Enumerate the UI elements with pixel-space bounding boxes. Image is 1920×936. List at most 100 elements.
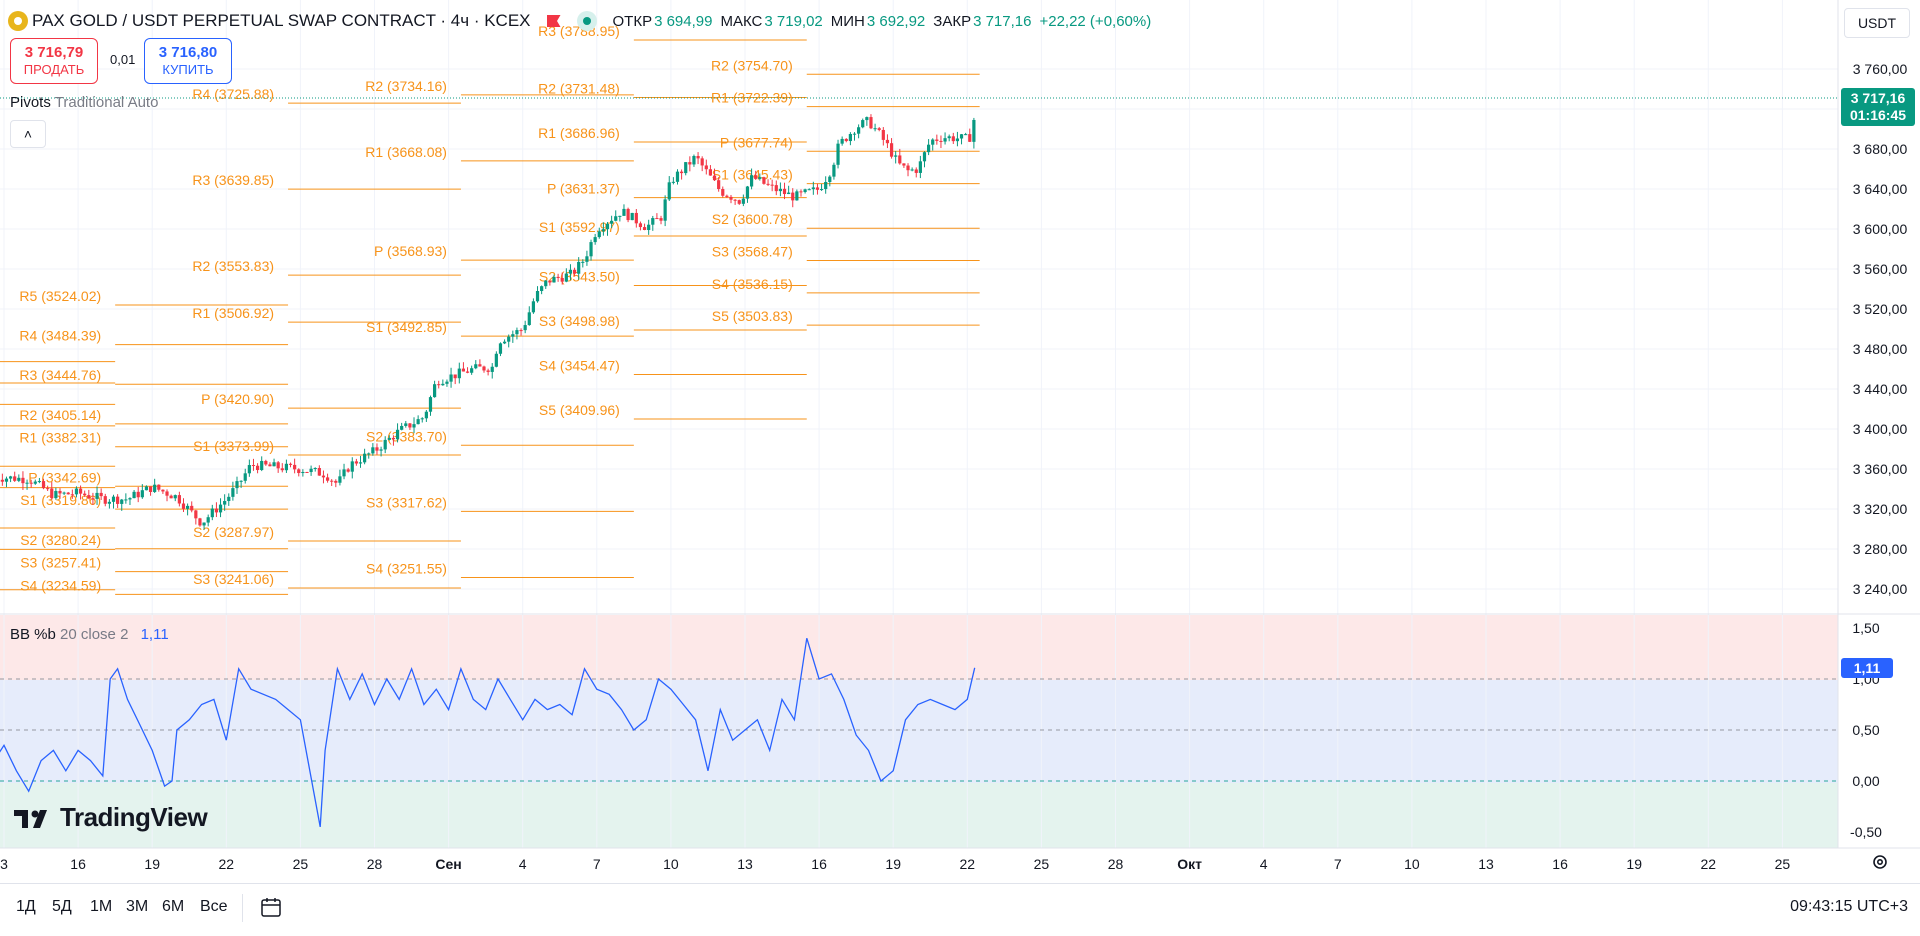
time-axis[interactable]: 3 16 19 22 25 28 Сен 4 7 10 13 16 19 22 25 28 Окт 4 7 10 13 1… bbox=[0, 856, 1790, 872]
collapse-indicators-button[interactable]: ˄ bbox=[10, 120, 46, 148]
bb-indicator-legend[interactable]: BB %b 20 close 2 1,11 bbox=[10, 626, 169, 643]
candle-body bbox=[758, 177, 762, 179]
candle-body bbox=[918, 161, 922, 173]
buy-button[interactable]: 3 716,80 КУПИТЬ bbox=[144, 38, 232, 84]
candle-body bbox=[437, 384, 441, 386]
candle-body bbox=[564, 273, 568, 282]
candle-body bbox=[461, 368, 466, 372]
price-axis[interactable]: 3 760,003 720,003 680,003 640,003 600,00… bbox=[1853, 61, 1908, 597]
candle-body bbox=[223, 501, 227, 505]
grid-lines bbox=[0, 0, 1838, 848]
pivot-label: S1 (3492.85) bbox=[366, 319, 447, 335]
candle-body bbox=[610, 220, 614, 224]
bb-overbought-zone bbox=[0, 615, 1838, 680]
candle-body bbox=[964, 134, 968, 136]
candle-body bbox=[227, 496, 231, 502]
candle-body bbox=[795, 191, 799, 201]
candle-body bbox=[173, 495, 177, 499]
pivot-label: R2 (3734.16) bbox=[365, 78, 447, 94]
bb-axis[interactable]: 1,501,000,500,00-0,50 bbox=[1850, 620, 1882, 840]
market-status-icon[interactable] bbox=[576, 11, 597, 31]
last-price: 3 717,16 bbox=[1850, 90, 1906, 106]
candle-body bbox=[544, 280, 548, 287]
candle-body bbox=[412, 424, 416, 428]
candle-body bbox=[293, 464, 297, 470]
pivot-label: R1 (3722.39) bbox=[711, 90, 793, 106]
bb-last-value: 1,11 bbox=[1853, 660, 1881, 676]
range-all-button[interactable]: Все bbox=[200, 898, 228, 915]
bb-oversold-zone bbox=[0, 783, 1838, 848]
pivots-indicator-legend[interactable]: Pivots Traditional Auto bbox=[10, 94, 158, 111]
time-tick-label: 10 bbox=[663, 856, 679, 872]
calendar-icon[interactable] bbox=[260, 896, 282, 918]
candle-body bbox=[486, 370, 490, 372]
pivot-label: R4 (3725.88) bbox=[192, 86, 274, 102]
candle-body bbox=[614, 216, 618, 221]
flag-icon[interactable] bbox=[546, 15, 561, 27]
candle-body bbox=[519, 330, 523, 332]
candle-body bbox=[260, 460, 264, 471]
candle-body bbox=[41, 481, 46, 489]
range-1m-button[interactable]: 1М bbox=[90, 898, 113, 915]
candle-body bbox=[869, 117, 873, 129]
candle-body bbox=[272, 462, 276, 467]
candle-body bbox=[301, 471, 305, 474]
sell-button[interactable]: 3 716,79 ПРОДАТЬ bbox=[10, 38, 98, 84]
candle-body bbox=[877, 128, 881, 130]
candle-body bbox=[313, 467, 317, 469]
time-tick-label: 22 bbox=[1701, 856, 1717, 872]
pivots-name: Pivots bbox=[10, 94, 51, 111]
tradingview-logo[interactable]: TradingView bbox=[14, 802, 208, 833]
range-1d-button[interactable]: 1Д bbox=[16, 898, 36, 915]
symbol-title[interactable]: PAX GOLD / USDT PERPETUAL SWAP CONTRACT … bbox=[32, 11, 531, 30]
candle-body bbox=[165, 491, 169, 496]
candle-body bbox=[655, 218, 659, 220]
candle-body bbox=[375, 447, 379, 451]
chart-canvas[interactable]: R5 (3467.39)R4 (3445.98)R3 (3424.57)R2 (… bbox=[0, 0, 1920, 883]
candle-body bbox=[330, 480, 334, 482]
candle-body bbox=[638, 223, 643, 228]
candle-body bbox=[13, 476, 17, 481]
candle-body bbox=[692, 155, 696, 165]
range-6m-button[interactable]: 6М bbox=[162, 898, 185, 915]
candle-body bbox=[651, 218, 655, 225]
bb-value: 1,11 bbox=[140, 626, 169, 643]
tradingview-logo-icon bbox=[14, 809, 47, 828]
candle-body bbox=[132, 491, 136, 499]
chevron-up-icon: ˄ bbox=[23, 126, 33, 142]
candle-body bbox=[535, 290, 540, 302]
candle-body bbox=[358, 462, 363, 464]
candle-body bbox=[939, 140, 943, 142]
candle-body bbox=[177, 495, 181, 504]
utc-clock[interactable]: 09:43:15 UTC+3 bbox=[1790, 898, 1908, 915]
candle-body bbox=[128, 498, 132, 500]
pivot-label: R2 (3731.48) bbox=[538, 81, 620, 97]
currency-selector[interactable]: USDT bbox=[1844, 8, 1910, 38]
candle-body bbox=[749, 175, 754, 187]
candle-body bbox=[770, 184, 774, 186]
sell-label: ПРОДАТЬ bbox=[23, 62, 85, 77]
pivot-label: R1 (3668.08) bbox=[365, 144, 447, 160]
candle-body bbox=[712, 175, 717, 181]
range-5d-button[interactable]: 5Д bbox=[52, 898, 72, 915]
pivot-label: R3 (3444.76) bbox=[19, 367, 101, 383]
close-label: ЗАКР bbox=[933, 12, 972, 30]
pivot-label: R1 (3506.92) bbox=[192, 305, 274, 321]
candle-body bbox=[95, 492, 99, 499]
pivot-label: S4 (3234.59) bbox=[20, 577, 101, 593]
candle-body bbox=[255, 465, 260, 471]
candle-body bbox=[836, 143, 840, 165]
candle-body bbox=[507, 336, 511, 342]
candle-body bbox=[395, 429, 400, 440]
bb-params: 20 close 2 bbox=[60, 626, 129, 643]
candle-body bbox=[342, 469, 346, 477]
candle-body bbox=[605, 223, 610, 230]
candle-body bbox=[585, 256, 589, 262]
gear-icon[interactable] bbox=[1870, 852, 1890, 872]
buy-price: 3 716,80 bbox=[158, 44, 218, 61]
range-3m-button[interactable]: 3М bbox=[126, 898, 149, 915]
candle-body bbox=[482, 366, 486, 371]
candle-body bbox=[778, 188, 783, 192]
candle-body bbox=[667, 182, 671, 200]
pivot-label: S1 (3373.99) bbox=[193, 438, 274, 454]
